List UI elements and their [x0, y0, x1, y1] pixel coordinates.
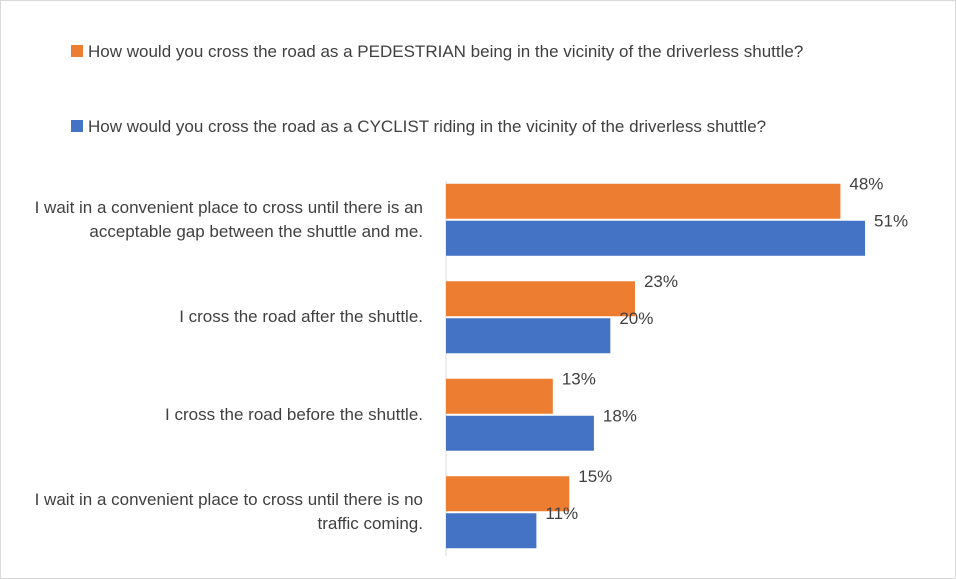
data-label: 13%	[562, 370, 596, 389]
legend-label: How would you cross the road as a CYCLIS…	[88, 117, 767, 136]
bar	[446, 415, 594, 451]
y-tick-label: I cross the road after the shuttle.	[179, 307, 423, 327]
data-label: 51%	[874, 212, 908, 231]
legend-swatch	[71, 120, 83, 132]
bar	[446, 378, 553, 414]
legend-label: How would you cross the road as a PEDEST…	[88, 42, 804, 61]
legend-item: How would you cross the road as a PEDEST…	[71, 39, 931, 64]
data-label: 23%	[644, 272, 678, 291]
bar	[446, 281, 635, 317]
bar	[446, 513, 537, 549]
data-label: 18%	[603, 407, 637, 426]
bar	[446, 220, 866, 256]
bar	[446, 476, 570, 512]
legend-swatch	[71, 45, 83, 57]
y-tick-label: I wait in a convenient place to cross un…	[34, 490, 423, 534]
y-tick-label: I cross the road before the shuttle.	[165, 404, 423, 424]
data-label: 11%	[545, 504, 578, 523]
bar	[446, 318, 611, 354]
data-label: 48%	[849, 175, 883, 194]
legend-item: How would you cross the road as a CYCLIS…	[71, 114, 931, 139]
y-tick-label: I wait in a convenient place to cross un…	[34, 197, 423, 241]
data-label: 15%	[578, 467, 612, 486]
bar	[446, 183, 841, 219]
data-label: 20%	[619, 309, 653, 328]
